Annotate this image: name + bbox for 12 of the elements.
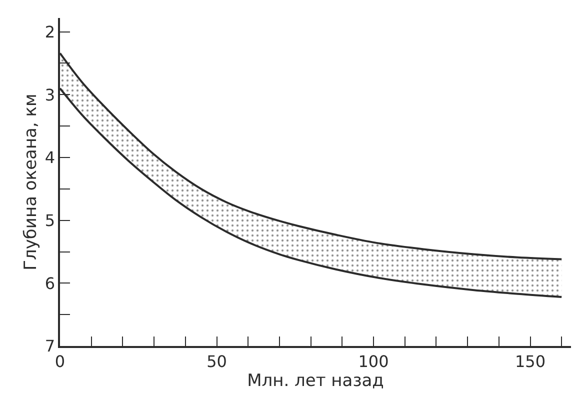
y-tick-label: 2 (44, 22, 56, 42)
x-axis-title: Млн. лет назад (247, 370, 384, 391)
x-tick-label: 50 (206, 352, 227, 371)
y-axis-title: Глубина океана, км (20, 94, 41, 270)
y-tick-label: 5 (44, 210, 56, 230)
y-tick-label: 6 (44, 274, 56, 293)
x-tick-label: 150 (514, 352, 546, 371)
y-tick-label: 3 (44, 85, 56, 104)
x-tick-label: 100 (358, 352, 389, 371)
y-tick-label: 7 (44, 336, 56, 356)
y-tick-label: 4 (44, 148, 56, 168)
x-tick-label: 0 (54, 352, 66, 371)
